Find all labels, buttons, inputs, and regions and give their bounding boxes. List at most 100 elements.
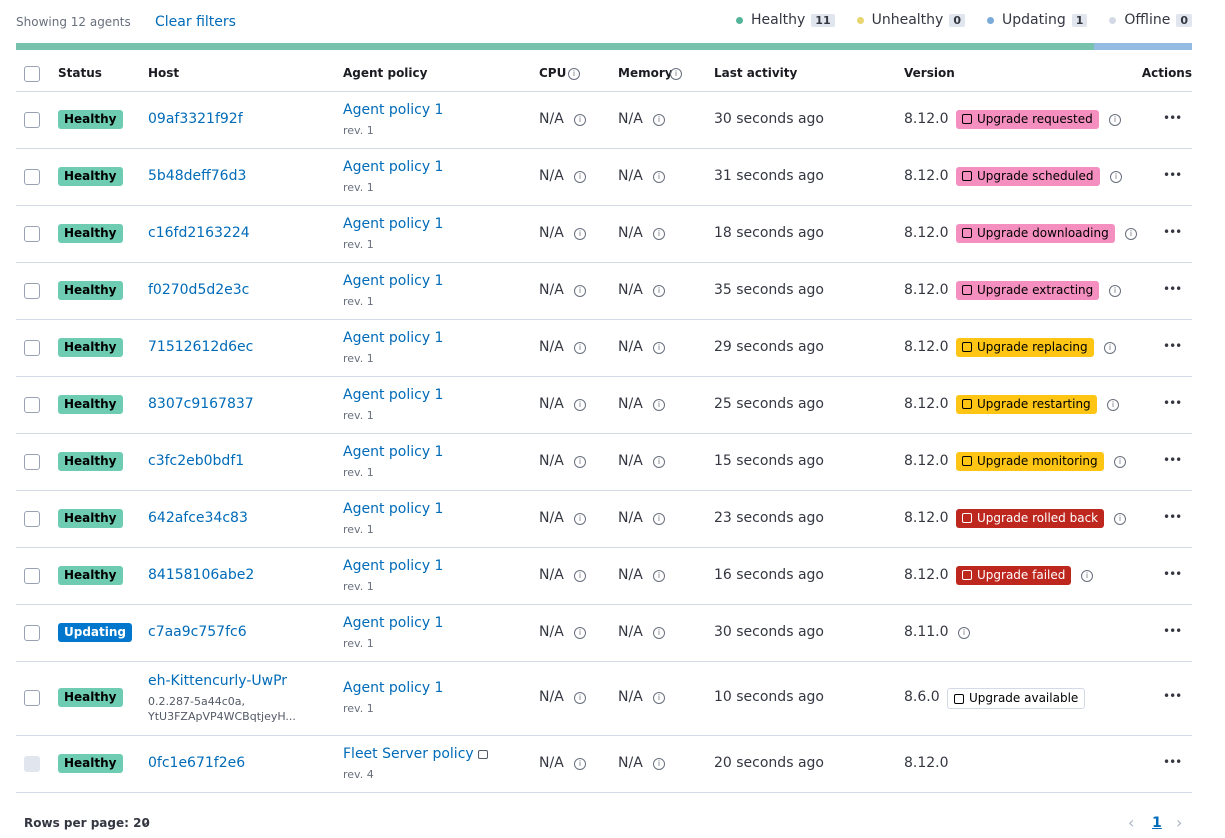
row-checkbox[interactable]	[24, 510, 40, 527]
row-checkbox[interactable]	[24, 168, 40, 185]
column-header: Version	[904, 66, 955, 80]
select-all[interactable]	[24, 66, 40, 82]
upgrade-label: Upgrade failed	[977, 567, 1066, 582]
row-actions[interactable]: •••	[1163, 395, 1182, 410]
rows-per-page[interactable]: Rows per page: 20	[24, 816, 150, 830]
policy-link[interactable]: Agent policy 1	[343, 614, 444, 631]
policy-link[interactable]: Agent policy 1	[343, 158, 444, 175]
host-link[interactable]: c16fd2163224	[148, 224, 250, 241]
policy-link[interactable]: Agent policy 1	[343, 101, 444, 118]
policy-link[interactable]: Agent policy 1	[343, 680, 444, 696]
status-badge: Healthy	[58, 565, 123, 585]
policy-link[interactable]: Agent policy 1	[343, 329, 444, 346]
host-link[interactable]: 5b48deff76d3	[148, 167, 247, 184]
page-number[interactable]: 1	[1152, 815, 1162, 831]
row-divider	[16, 319, 1192, 320]
status-badge: Updating	[58, 622, 133, 642]
row-actions[interactable]: •••	[1163, 281, 1182, 296]
info-icon: i	[1107, 398, 1119, 411]
policy-link[interactable]: Agent policy 1	[343, 443, 444, 460]
status-count: 0	[949, 13, 965, 27]
upgrade-label: Upgrade extracting	[977, 282, 1094, 297]
clear-filters[interactable]: Clear filters	[155, 14, 236, 30]
policy-revision: rev. 4	[343, 767, 374, 781]
memory-value: N/A	[618, 281, 643, 298]
policy-link[interactable]: Fleet Server policy	[343, 745, 474, 762]
info-icon: i	[574, 227, 586, 240]
host-detail: YtU3FZApVP4WCBqtjeyH...	[148, 710, 296, 723]
row-actions[interactable]: •••	[1163, 167, 1182, 182]
info-icon: i	[1109, 113, 1121, 126]
info-icon: i	[653, 227, 665, 240]
row-actions[interactable]: •••	[1163, 566, 1182, 581]
status-badge: Healthy	[58, 688, 123, 707]
row-checkbox[interactable]	[24, 111, 40, 128]
version: 8.12.0	[904, 754, 949, 771]
row-checkbox[interactable]	[24, 339, 40, 356]
health-bar-segment	[1094, 43, 1192, 50]
policy-link[interactable]: Agent policy 1	[343, 557, 444, 574]
host-link[interactable]: f0270d5d2e3c	[148, 281, 250, 298]
info-icon: i	[1104, 341, 1116, 354]
row-actions[interactable]: •••	[1163, 754, 1182, 769]
row-actions[interactable]: •••	[1163, 110, 1182, 125]
host-link[interactable]: 0fc1e671f2e6	[148, 754, 246, 771]
policy-revision: rev. 1	[343, 351, 374, 365]
row-checkbox[interactable]	[24, 225, 40, 242]
info-icon: i	[653, 455, 665, 468]
info-icon: i	[574, 341, 586, 354]
next-page[interactable]: ›	[1176, 813, 1183, 832]
policy-link[interactable]: Agent policy 1	[343, 500, 444, 517]
host-link[interactable]: 71512612d6ec	[148, 338, 254, 355]
cpu-value: N/A	[539, 754, 564, 771]
status-badge: Healthy	[58, 280, 123, 300]
prev-page[interactable]: ‹	[1128, 813, 1135, 832]
status-badge: Healthy	[58, 508, 123, 528]
upgrade-badge: Upgrade requested	[956, 109, 1099, 129]
row-checkbox[interactable]	[24, 453, 40, 470]
host-link[interactable]: eh-Kittencurly-UwPr	[148, 673, 288, 689]
version: 8.12.0	[904, 110, 949, 127]
host-link[interactable]: 642afce34c83	[148, 509, 248, 526]
row-actions[interactable]: •••	[1163, 224, 1182, 239]
policy-link[interactable]: Agent policy 1	[343, 386, 444, 403]
status-item: Updating 1	[987, 12, 1088, 28]
row-actions[interactable]: •••	[1163, 452, 1182, 467]
cpu-value: N/A	[539, 623, 564, 640]
policy-revision: rev. 1	[343, 408, 374, 422]
host-link[interactable]: 8307c9167837	[148, 395, 254, 412]
policy-link[interactable]: Agent policy 1	[343, 215, 444, 232]
row-checkbox[interactable]	[24, 567, 40, 584]
status-item: Healthy 11	[736, 12, 835, 28]
row-checkbox[interactable]	[24, 690, 40, 706]
policy-link[interactable]: Agent policy 1	[343, 272, 444, 289]
row-checkbox[interactable]	[24, 624, 40, 641]
badge-icon	[962, 570, 972, 580]
row-actions[interactable]: •••	[1163, 623, 1182, 638]
host-link[interactable]: 09af3321f92f	[148, 110, 243, 127]
cpu-value: N/A	[539, 395, 564, 412]
upgrade-badge: Upgrade replacing	[956, 337, 1094, 357]
info-icon: i	[568, 68, 580, 80]
status-badge: Healthy	[58, 753, 123, 773]
row-actions[interactable]: •••	[1163, 509, 1182, 524]
memory-value: N/A	[618, 754, 643, 771]
host-link[interactable]: c7aa9c757fc6	[148, 623, 247, 640]
cpu-value: N/A	[539, 281, 564, 298]
host-link[interactable]: c3fc2eb0bdf1	[148, 452, 245, 469]
column-header: Host	[148, 66, 180, 80]
status-count: 11	[811, 13, 835, 27]
cpu-value: N/A	[539, 110, 564, 127]
row-checkbox[interactable]	[24, 396, 40, 413]
row-divider	[16, 547, 1192, 548]
memory-value: N/A	[618, 623, 643, 640]
badge-icon	[962, 114, 972, 124]
row-actions[interactable]: •••	[1163, 338, 1182, 353]
info-icon: i	[653, 398, 665, 411]
host-link[interactable]: 84158106abe2	[148, 566, 255, 583]
row-actions[interactable]: •••	[1163, 689, 1182, 703]
version: 8.12.0	[904, 566, 949, 583]
info-icon: i	[653, 284, 665, 297]
row-checkbox[interactable]	[24, 282, 40, 299]
info-icon: i	[653, 512, 665, 525]
